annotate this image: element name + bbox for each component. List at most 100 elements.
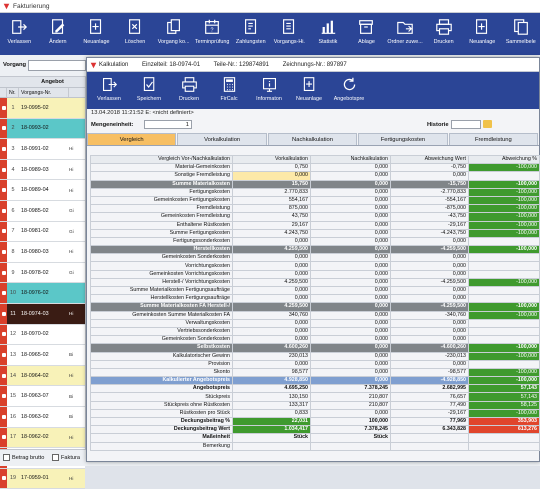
table-cell[interactable]: 0,000 [310,318,391,328]
list-item[interactable]: 16 18-0963-02 Bi [0,406,85,428]
table-cell[interactable]: 0,000 [310,236,391,247]
table-cell[interactable]: 0,000 [232,253,311,263]
list-item[interactable]: 12 18-0970-02 [0,324,85,346]
table-cell[interactable]: 0,000 [310,228,391,238]
list-item[interactable]: 8 18-0980-03 Hi [0,242,85,263]
table-cell[interactable]: 210,807 [310,392,391,402]
table-cell[interactable]: 130,150 [232,392,311,402]
table-cell[interactable]: -100,000 [468,195,540,206]
table-cell[interactable]: 7.378,245 [310,384,391,394]
table-cell[interactable]: 613,276 [468,425,540,435]
table-cell[interactable] [390,433,469,443]
table-cell[interactable]: 100,000 [310,416,391,427]
table-cell[interactable]: 0,000 [310,367,391,378]
table-cell[interactable]: Stück [310,433,391,443]
table-cell[interactable]: 0,000 [310,285,391,296]
table-cell[interactable]: -100,000 [468,376,540,386]
toolbar-button-terminprüfung-5[interactable]: ? Terminprüfung [193,13,232,55]
dialog-button-neuanlage[interactable]: Neuanlage [289,72,329,109]
table-cell[interactable]: 0,000 [310,335,391,345]
table-cell[interactable]: 57,143 [468,384,540,394]
table-cell[interactable]: 0,000 [390,261,469,271]
table-cell[interactable]: -100,000 [468,310,540,320]
table-cell[interactable]: 77,490 [390,400,469,410]
toolbar-button-neuanlage-12[interactable]: Neuanlage [463,13,502,55]
table-cell[interactable]: 0,000 [232,285,311,296]
table-cell[interactable]: -4.243,750 [390,228,469,238]
table-cell[interactable]: 0,000 [310,179,391,189]
table-cell[interactable]: 0,000 [232,294,311,304]
column-header[interactable]: Vergleich Vor-/Nachkalkulation [90,154,233,165]
table-cell[interactable]: 0,000 [390,171,469,181]
toolbar-button-drucken-11[interactable]: Drucken [424,13,463,55]
dialog-button-angebotspre[interactable]: Angebotspre [329,72,369,109]
toolbar-button-statistik-8[interactable]: Statistik [309,13,348,55]
table-cell[interactable]: 76,657 [390,392,469,402]
table-cell[interactable]: 554,167 [232,195,311,206]
table-cell[interactable]: 0,000 [390,326,469,337]
toolbar-button-ordner-zuwe-10[interactable]: Ordner zuwe... [386,13,425,55]
toolbar-button-vorgang-ko-4[interactable]: Vorgang ko... [154,13,193,55]
col-nr[interactable]: Nr. [7,88,19,97]
dialog-button-informaton[interactable]: Informaton [249,72,289,109]
table-cell[interactable]: -100,000 [468,179,540,189]
toolbar-button-zahlungsten-6[interactable]: Zahlungsten [231,13,270,55]
table-cell[interactable]: 43,750 [232,212,311,222]
table-cell[interactable]: 58,125 [468,400,540,410]
column-header[interactable]: Vorkalkulation [232,154,311,165]
table-cell[interactable]: 0,000 [310,359,391,369]
table-cell[interactable]: 0,000 [390,359,469,369]
table-cell[interactable] [468,359,540,369]
table-cell[interactable]: -0,750 [390,163,469,173]
column-header[interactable]: Nachkalkulation [310,154,391,165]
table-cell[interactable] [468,261,540,271]
table-cell[interactable]: 0,833 [232,408,311,419]
table-cell[interactable]: -100,000 [468,212,540,222]
table-cell[interactable]: -100,000 [468,228,540,238]
table-cell[interactable]: Stück [232,433,311,443]
table-cell[interactable]: 0,000 [310,212,391,222]
table-cell[interactable]: 0,000 [390,335,469,345]
table-cell[interactable] [468,236,540,247]
table-cell[interactable]: 0,000 [310,261,391,271]
table-cell[interactable]: 0,000 [310,326,391,337]
table-cell[interactable]: 0,000 [310,163,391,173]
table-cell[interactable]: 4.259,500 [232,277,311,288]
table-cell[interactable]: -100,000 [468,277,540,288]
table-cell[interactable]: 0,000 [310,245,391,255]
table-cell[interactable]: -4.600,260 [390,343,469,353]
faktura-checkbox[interactable]: Faktura [52,454,80,461]
tab-fertigungskosten[interactable]: Fertigungskosten [358,133,448,145]
table-cell[interactable]: -100,000 [468,302,540,312]
table-cell[interactable]: -4.259,500 [390,245,469,255]
table-cell[interactable] [468,441,540,451]
table-cell[interactable] [232,441,311,451]
table-cell[interactable]: 0,000 [310,171,391,181]
table-cell[interactable]: 77,969 [390,416,469,427]
dialog-button-speichern[interactable]: Speichern [129,72,169,109]
list-item[interactable]: 2 18-0993-02 [0,118,85,140]
table-cell[interactable] [310,441,391,451]
table-cell[interactable]: 0,000 [390,285,469,296]
tab-fremdleistung[interactable]: Fremdleistung [448,133,539,145]
toolbar-button-sammelbele-13[interactable]: Sammelbele [502,13,540,55]
tab-vorkalkulation[interactable]: Vorkalkulation [177,133,267,145]
table-cell[interactable]: 0,000 [310,302,391,312]
table-cell[interactable]: 4.259,500 [232,302,311,312]
toolbar-button-vorgangs-hi-7[interactable]: Vorgangs-Hi. [270,13,309,55]
brutto-checkbox[interactable]: Betrag brutto [3,454,44,461]
column-header[interactable]: Abweichung % [468,154,540,165]
table-cell[interactable]: 4.695,250 [232,384,311,394]
table-cell[interactable]: 0,000 [310,204,391,214]
table-cell[interactable]: -4.928,850 [390,376,469,386]
table-cell[interactable]: 0,000 [310,351,391,361]
table-cell[interactable]: 0,000 [310,294,391,304]
table-cell[interactable]: 210,807 [310,400,391,410]
table-cell[interactable]: 353,903 [468,416,540,427]
table-cell[interactable]: 2.770,833 [232,187,311,197]
list-item[interactable]: 6 18-0985-02 Gi [0,200,85,222]
table-cell[interactable]: -100,000 [468,351,540,361]
table-cell[interactable]: 0,000 [310,195,391,206]
table-cell[interactable]: 0,000 [232,326,311,337]
table-cell[interactable]: -340,760 [390,310,469,320]
